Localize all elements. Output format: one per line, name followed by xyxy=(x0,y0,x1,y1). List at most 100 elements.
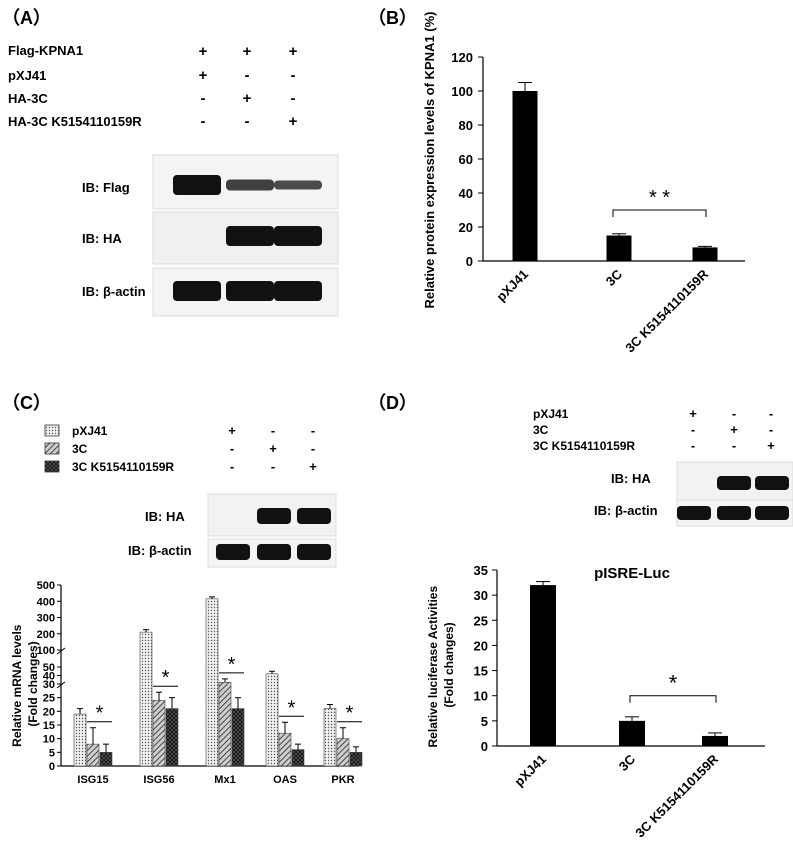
panel-d-blots: IB: HA IB: β-actin xyxy=(594,461,793,527)
blot-band xyxy=(173,175,221,195)
panel-d-condition-table: pXJ41 3C 3C K5154110159R + - -- + -- - + xyxy=(533,406,775,453)
blot-band xyxy=(717,506,751,520)
blot-band xyxy=(717,476,751,490)
blot-band xyxy=(755,476,789,490)
x-tick-label: ISG15 xyxy=(77,774,108,786)
legend-label: pXJ41 xyxy=(72,424,108,438)
y-tick-label: 200 xyxy=(37,629,55,641)
x-tick-label: 3C xyxy=(603,266,626,289)
panel-a-blots: IB: Flag IB: HA IB: β-actin xyxy=(82,154,339,317)
condition-sign: - xyxy=(230,459,234,474)
panel-c-blots: IB: HA IB: β-actin xyxy=(128,493,337,568)
condition-sign: + xyxy=(289,113,298,130)
legend-swatch xyxy=(44,460,60,473)
blot-band xyxy=(226,281,274,301)
blot-band xyxy=(257,544,291,560)
bar xyxy=(619,720,645,746)
blot-label: IB: HA xyxy=(82,231,122,246)
y-tick-label: 25 xyxy=(474,613,488,628)
y-tick-label: 5 xyxy=(481,714,488,729)
legend-swatch xyxy=(44,424,60,437)
condition-sign: - xyxy=(201,90,206,107)
y-tick-label: 40 xyxy=(459,186,473,201)
condition-label: 3C K5154110159R xyxy=(533,439,635,453)
significance-marker: * xyxy=(288,697,296,719)
bar xyxy=(99,752,113,767)
condition-sign: - xyxy=(271,423,275,438)
significance-bracket xyxy=(612,209,707,217)
blot-band xyxy=(274,226,322,246)
axis-break-mark xyxy=(56,681,66,689)
condition-sign: - xyxy=(311,441,315,456)
chart-title: pISRE-Luc xyxy=(594,565,670,582)
bar xyxy=(205,598,219,767)
y-tick-label: 120 xyxy=(451,50,473,65)
y-tick-label: 15 xyxy=(43,720,55,732)
y-tick-label: 20 xyxy=(459,220,473,235)
axis-break-mark xyxy=(56,647,66,655)
condition-sign: + xyxy=(243,43,252,60)
bar xyxy=(336,738,350,767)
blot-label: IB: HA xyxy=(145,509,185,524)
condition-sign: + xyxy=(199,67,208,84)
condition-label: Flag-KPNA1 xyxy=(8,43,83,58)
y-tick-label: 40 xyxy=(43,671,55,683)
x-tick-label: 3C xyxy=(616,751,639,774)
significance-marker: * xyxy=(669,671,678,696)
blot-label: IB: β-actin xyxy=(82,284,146,299)
blot-band xyxy=(216,544,250,560)
bar xyxy=(291,749,305,767)
significance-marker: * xyxy=(96,703,104,725)
bar xyxy=(692,247,718,261)
condition-sign: + xyxy=(228,423,236,438)
x-tick-label: Mx1 xyxy=(214,774,235,786)
y-tick-label: 50 xyxy=(43,662,55,674)
condition-sign: - xyxy=(732,438,736,453)
condition-sign: + xyxy=(689,406,697,421)
blot-label: IB: HA xyxy=(611,471,651,486)
bar xyxy=(278,732,292,767)
bar xyxy=(218,681,232,767)
blot-band xyxy=(274,281,322,301)
bar xyxy=(73,713,87,767)
blot-band xyxy=(257,508,291,524)
y-tick-label: 25 xyxy=(43,693,55,705)
blot-band xyxy=(297,508,331,524)
blot-band xyxy=(226,226,274,246)
blot-band xyxy=(755,506,789,520)
condition-sign: - xyxy=(201,113,206,130)
bar xyxy=(86,743,100,767)
y-tick-label: 0 xyxy=(49,761,55,773)
y-tick-label: 400 xyxy=(37,596,55,608)
bar xyxy=(702,735,728,746)
condition-sign: - xyxy=(245,113,250,130)
panel-d-label: （D） xyxy=(368,393,417,413)
blot-band xyxy=(173,281,221,301)
condition-label: HA-3C xyxy=(8,91,48,106)
y-tick-label: 30 xyxy=(474,588,488,603)
bar xyxy=(606,235,632,261)
condition-sign: - xyxy=(245,67,250,84)
x-tick-label: 3C K5154110159R xyxy=(622,266,711,355)
condition-sign: - xyxy=(291,90,296,107)
legend-label: 3C K5154110159R xyxy=(72,460,174,474)
bar xyxy=(530,585,556,746)
blot-label: IB: β-actin xyxy=(594,503,658,518)
significance-marker: * xyxy=(228,654,236,676)
y-tick-label: 20 xyxy=(474,638,488,653)
condition-sign: - xyxy=(311,423,315,438)
panel-d: （D） pXJ41 3C 3C K5154110159R + - -- + -- - + I… xyxy=(368,393,793,840)
condition-label: 3C xyxy=(533,423,549,437)
panel-b-label: （B） xyxy=(368,8,417,28)
x-tick-label: pXJ41 xyxy=(493,267,531,305)
blot-band xyxy=(677,506,711,520)
significance-marker: * xyxy=(346,703,354,725)
y-tick-label: 300 xyxy=(37,613,55,625)
y-tick-label: 80 xyxy=(459,118,473,133)
condition-sign: + xyxy=(269,441,277,456)
bar xyxy=(512,91,538,261)
significance-marker: * xyxy=(162,667,170,689)
